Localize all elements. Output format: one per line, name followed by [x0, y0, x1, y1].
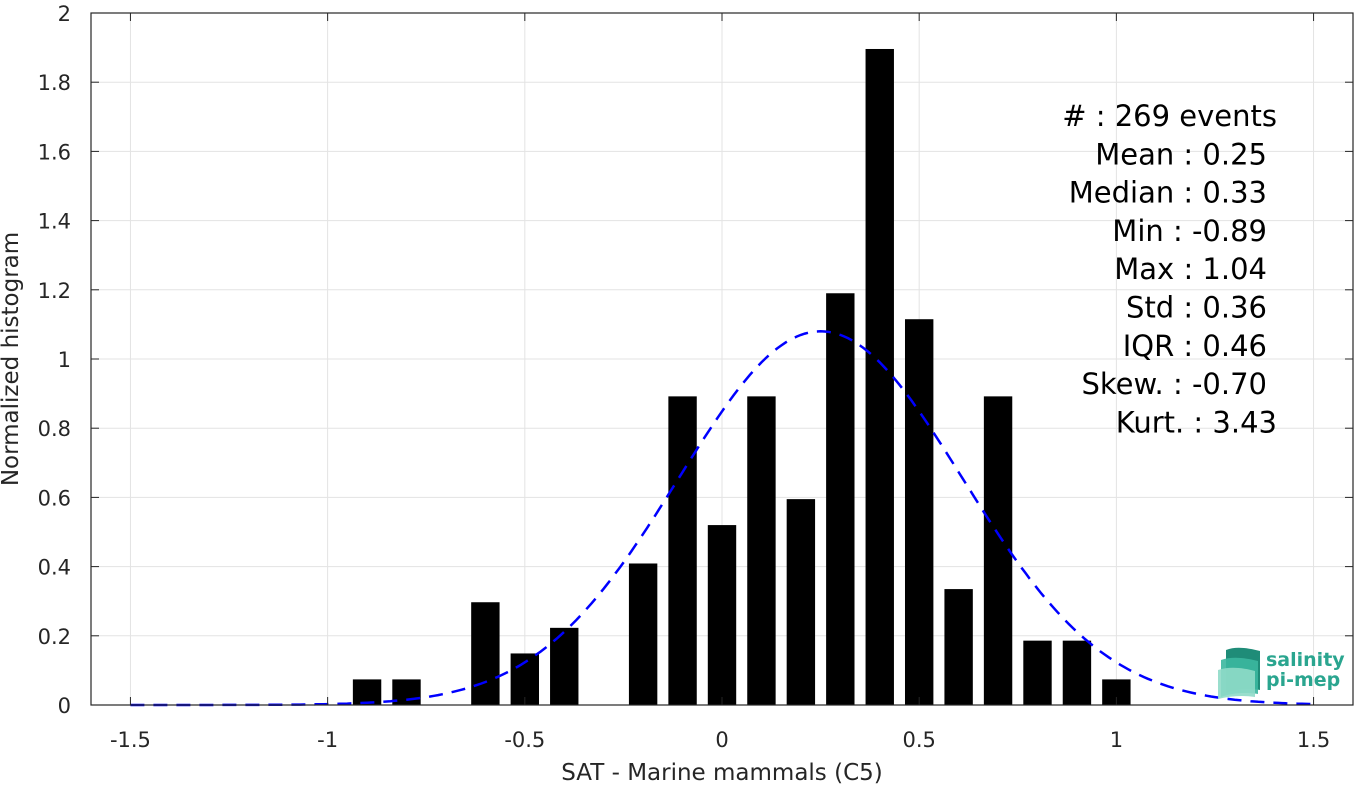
x-tick-label: 0 [715, 728, 728, 752]
x-tick-label: -1 [317, 728, 338, 752]
y-tick-label: 1.4 [38, 210, 71, 234]
histogram-bar [668, 396, 697, 705]
x-tick-label: 1 [1110, 728, 1123, 752]
stat-line: IQR : 0.46 [1123, 329, 1267, 363]
histogram-bar [983, 396, 1013, 705]
histogram-bar [865, 48, 894, 705]
x-axis-ticks: -1.5 -1 -0.5 0 0.5 1 1.5 [110, 13, 1330, 752]
histogram-bar [747, 396, 776, 705]
histogram-bar [707, 525, 737, 705]
x-tick-label: -1.5 [110, 728, 151, 752]
histogram-bar [628, 563, 658, 705]
y-tick-label: 1 [58, 348, 71, 372]
histogram-bar [944, 589, 973, 705]
y-tick-label: 0.4 [38, 556, 71, 580]
logo-waves-icon [1218, 647, 1260, 699]
y-tick-label: 0.8 [38, 417, 71, 441]
stat-line: Mean : 0.25 [1095, 137, 1267, 171]
histogram-bar [1023, 640, 1052, 705]
histogram-bar [1062, 640, 1092, 705]
histogram-bar [786, 499, 816, 705]
histogram-bar [352, 679, 382, 705]
stat-line: Max : 1.04 [1114, 252, 1267, 286]
logo-line1: salinity [1266, 649, 1345, 671]
histogram-bar [826, 293, 855, 705]
histogram-bar [904, 319, 934, 705]
y-tick-label: 0.2 [38, 625, 71, 649]
y-tick-label: 0 [58, 694, 71, 718]
y-axis-ticks: 0 0.2 0.4 0.6 0.8 1 1.2 1.4 1.6 1.8 2 [38, 2, 1353, 718]
y-axis-label: Normalized histogram [0, 232, 24, 486]
x-tick-label: 1.5 [1297, 728, 1330, 752]
stat-line: Kurt. : 3.43 [1116, 405, 1277, 439]
x-axis-label: SAT - Marine mammals (C5) [561, 760, 883, 785]
stat-line: Min : -0.89 [1112, 214, 1267, 248]
stat-line: Std : 0.36 [1126, 291, 1267, 325]
histogram-bar [471, 602, 500, 705]
logo-line2: pi-mep [1266, 669, 1340, 691]
y-tick-label: 2 [58, 2, 71, 26]
salinity-pi-mep-logo: salinity pi-mep [1218, 647, 1345, 699]
y-tick-label: 0.6 [38, 486, 71, 510]
stat-line: Median : 0.33 [1069, 176, 1267, 210]
stat-line: Skew. : -0.70 [1081, 367, 1267, 401]
x-tick-label: 0.5 [902, 728, 935, 752]
histogram-bars [352, 48, 1131, 705]
stat-line: # : 269 events [1062, 99, 1277, 133]
y-tick-label: 1.6 [38, 140, 71, 164]
y-tick-label: 1.2 [38, 279, 71, 303]
statistics-box: # : 269 events Mean : 0.25 Median : 0.33 Mi… [1062, 99, 1277, 439]
x-tick-label: -0.5 [504, 728, 545, 752]
y-tick-label: 1.8 [38, 71, 71, 95]
